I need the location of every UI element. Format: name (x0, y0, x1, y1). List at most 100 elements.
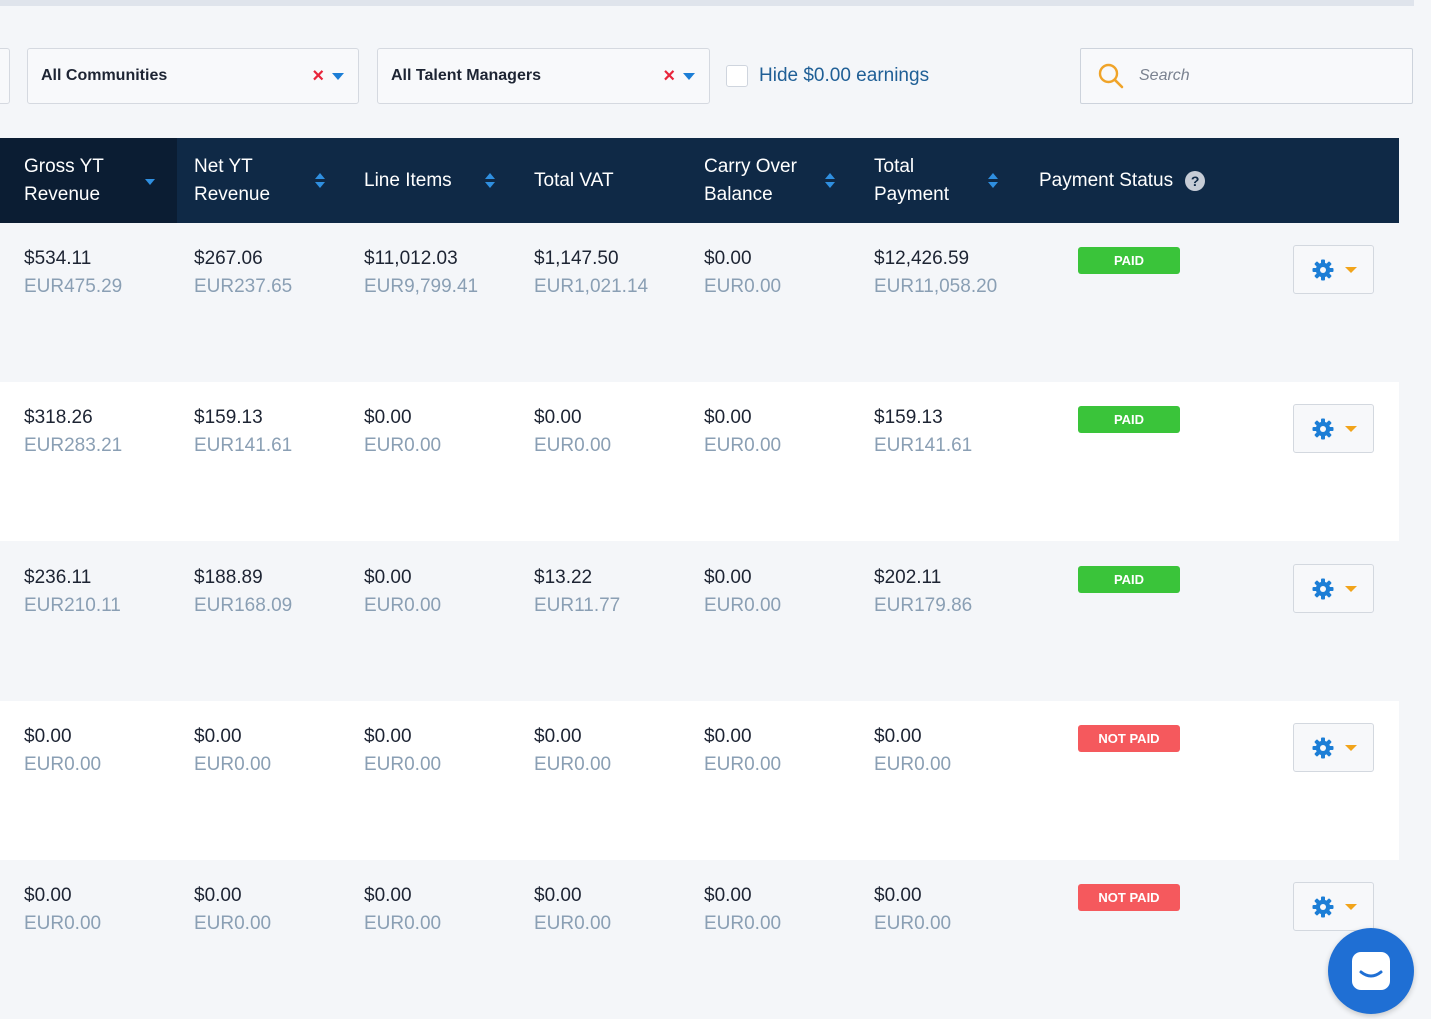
cell-carry-over-balance: $0.00 EUR0.00 (704, 564, 781, 620)
cell-line-items: $0.00 EUR0.00 (364, 564, 441, 620)
communities-filter[interactable]: All Communities × (27, 48, 359, 104)
chevron-down-icon[interactable] (683, 72, 695, 80)
hide-zero-label[interactable]: Hide $0.00 earnings (759, 65, 930, 86)
table-header: Gross YT Revenue Net YT Revenue Line Ite… (0, 138, 1399, 223)
partial-filter-dropdown[interactable] (0, 48, 10, 104)
eur-amount: EUR237.65 (194, 276, 293, 297)
hide-zero-checkbox[interactable] (726, 65, 748, 87)
eur-amount: EUR0.00 (364, 754, 442, 775)
cell-total-payment: $12,426.59 EUR11,058.20 (874, 245, 997, 301)
usd-amount: $0.00 (364, 885, 412, 906)
chevron-down-icon[interactable] (332, 72, 344, 80)
usd-amount: $0.00 (534, 407, 582, 428)
hide-zero-earnings-toggle[interactable]: Hide $0.00 earnings (726, 64, 929, 88)
column-payment-status: Payment Status ? (1039, 138, 1259, 223)
sort-icon[interactable] (315, 173, 325, 189)
chevron-down-icon (1344, 425, 1357, 432)
payment-status-badge: NOT PAID (1078, 884, 1180, 911)
eur-amount: EUR0.00 (364, 913, 442, 934)
usd-amount: $159.13 (874, 407, 943, 428)
column-gross-yt-revenue[interactable]: Gross YT Revenue (0, 138, 177, 223)
eur-amount: EUR168.09 (194, 595, 293, 616)
cell-total-vat: $1,147.50 EUR1,021.14 (534, 245, 648, 301)
usd-amount: $0.00 (24, 885, 72, 906)
usd-amount: $0.00 (24, 726, 72, 747)
usd-amount: $202.11 (874, 567, 942, 588)
usd-amount: $0.00 (364, 726, 412, 747)
eur-amount: EUR141.61 (194, 435, 293, 456)
eur-amount: EUR0.00 (704, 913, 782, 934)
usd-amount: $0.00 (704, 407, 752, 428)
usd-amount: $0.00 (364, 407, 412, 428)
cell-total-payment: $159.13 EUR141.61 (874, 404, 972, 460)
usd-amount: $0.00 (534, 726, 582, 747)
eur-amount: EUR0.00 (24, 754, 102, 775)
usd-amount: $0.00 (874, 885, 922, 906)
search-input[interactable] (1139, 67, 1412, 85)
cell-line-items: $0.00 EUR0.00 (364, 723, 441, 779)
cell-total-vat: $13.22 EUR11.77 (534, 564, 620, 620)
usd-amount: $534.11 (24, 248, 92, 269)
cell-gross-yt-revenue: $318.26 EUR283.21 (24, 404, 122, 460)
row-actions-button[interactable] (1293, 882, 1374, 931)
eur-amount: EUR0.00 (534, 754, 612, 775)
usd-amount: $0.00 (704, 726, 752, 747)
row-actions-button[interactable] (1293, 723, 1374, 772)
cell-gross-yt-revenue: $0.00 EUR0.00 (24, 882, 101, 938)
sort-desc-icon[interactable] (145, 173, 155, 189)
cell-net-yt-revenue: $159.13 EUR141.61 (194, 404, 292, 460)
column-total-payment[interactable]: Total Payment (857, 138, 1022, 223)
column-header-label: Net YT Revenue (194, 155, 271, 205)
cell-line-items: $0.00 EUR0.00 (364, 404, 441, 460)
eur-amount: EUR283.21 (24, 435, 123, 456)
eur-amount: EUR0.00 (704, 435, 782, 456)
usd-amount: $13.22 (534, 567, 593, 588)
eur-amount: EUR0.00 (364, 595, 442, 616)
payment-status-badge: NOT PAID (1078, 725, 1180, 752)
search-icon (1098, 63, 1124, 89)
talent-managers-filter[interactable]: All Talent Managers × (377, 48, 710, 104)
gear-icon (1312, 896, 1333, 917)
communities-filter-label: All Communities (41, 67, 168, 84)
eur-amount: EUR210.11 (24, 595, 121, 616)
eur-amount: EUR0.00 (24, 913, 102, 934)
sort-icon[interactable] (485, 173, 495, 189)
gear-icon (1312, 259, 1333, 280)
column-header-label: Payment Status (1039, 169, 1174, 191)
cell-net-yt-revenue: $267.06 EUR237.65 (194, 245, 292, 301)
eur-amount: EUR0.00 (874, 754, 952, 775)
eur-amount: EUR141.61 (874, 435, 973, 456)
cell-gross-yt-revenue: $534.11 EUR475.29 (24, 245, 122, 301)
column-carry-over-balance[interactable]: Carry Over Balance (687, 138, 857, 223)
usd-amount: $267.06 (194, 248, 263, 269)
usd-amount: $159.13 (194, 407, 263, 428)
cell-line-items: $0.00 EUR0.00 (364, 882, 441, 938)
sort-icon[interactable] (988, 173, 998, 189)
sort-icon[interactable] (825, 173, 835, 189)
column-total-vat: Total VAT (517, 138, 687, 223)
column-header-label: Total Payment (874, 155, 949, 205)
top-divider (0, 0, 1414, 6)
usd-amount: $0.00 (534, 885, 582, 906)
row-actions-button[interactable] (1293, 404, 1374, 453)
question-icon[interactable]: ? (1185, 170, 1206, 191)
column-net-yt-revenue[interactable]: Net YT Revenue (177, 138, 347, 223)
row-actions-button[interactable] (1293, 245, 1374, 294)
column-header-label: Line Items (364, 169, 452, 191)
search-box[interactable] (1080, 48, 1413, 104)
table-row: $318.26 EUR283.21 $159.13 EUR141.61 $0.00 EUR… (0, 382, 1399, 541)
clear-talent-managers-icon[interactable]: × (663, 65, 675, 87)
usd-amount: $1,147.50 (534, 248, 619, 269)
cell-total-vat: $0.00 EUR0.00 (534, 882, 611, 938)
usd-amount: $0.00 (364, 567, 412, 588)
usd-amount: $0.00 (704, 248, 752, 269)
eur-amount: EUR9,799.41 (364, 276, 479, 297)
row-actions-button[interactable] (1293, 564, 1374, 613)
chat-launcher-button[interactable] (1328, 928, 1414, 1014)
column-line-items[interactable]: Line Items (347, 138, 517, 223)
eur-amount: EUR0.00 (534, 435, 612, 456)
column-header-label: Carry Over Balance (704, 155, 797, 205)
cell-net-yt-revenue: $188.89 EUR168.09 (194, 564, 292, 620)
clear-communities-icon[interactable]: × (312, 65, 324, 87)
eur-amount: EUR0.00 (704, 276, 782, 297)
